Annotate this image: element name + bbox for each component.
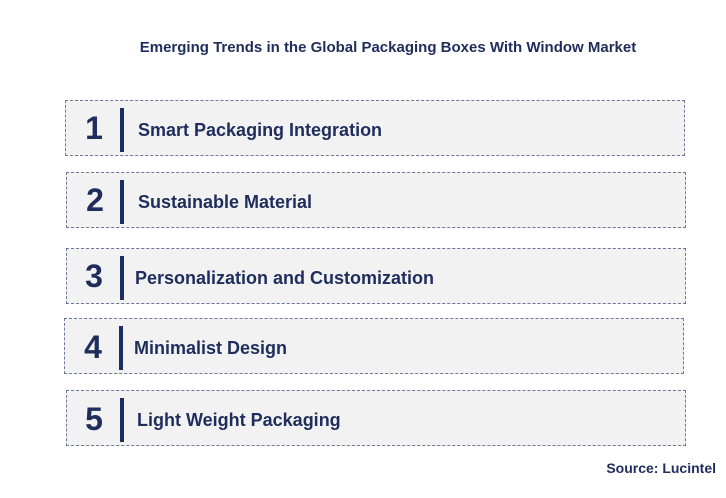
divider-bar bbox=[120, 108, 124, 152]
source-note: Source: Lucintel bbox=[606, 460, 716, 476]
divider-bar bbox=[120, 398, 124, 442]
trend-number: 3 bbox=[85, 258, 103, 294]
trend-item-4: 4 Minimalist Design bbox=[64, 318, 684, 374]
trend-label: Light Weight Packaging bbox=[137, 410, 341, 430]
trend-number: 2 bbox=[86, 182, 104, 218]
trend-label: Minimalist Design bbox=[134, 338, 288, 358]
trend-item-1: 1 Smart Packaging Integration bbox=[65, 100, 685, 156]
trend-number: 1 bbox=[85, 110, 103, 146]
trend-number: 4 bbox=[84, 329, 102, 365]
trend-label: Sustainable Material bbox=[138, 192, 313, 212]
diagram-title: Emerging Trends in the Global Packaging … bbox=[139, 39, 637, 56]
divider-bar bbox=[120, 256, 124, 300]
divider-bar bbox=[119, 326, 123, 370]
trend-item-5: 5 Light Weight Packaging bbox=[66, 390, 686, 446]
trend-item-2: 2 Sustainable Material bbox=[66, 172, 686, 228]
trend-label: Personalization and Customization bbox=[135, 268, 435, 288]
divider-bar bbox=[120, 180, 124, 224]
trend-label: Smart Packaging Integration bbox=[138, 120, 383, 140]
trend-item-3: 3 Personalization and Customization bbox=[66, 248, 686, 304]
trend-number: 5 bbox=[85, 401, 103, 437]
